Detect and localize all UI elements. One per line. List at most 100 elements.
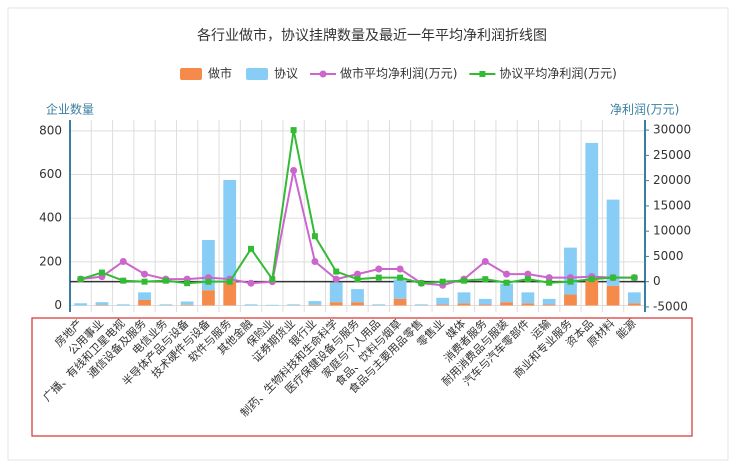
y2-tick-label: -5000	[653, 299, 688, 313]
bar	[479, 304, 492, 305]
bar	[223, 281, 236, 305]
bar	[607, 200, 620, 286]
y-axis-label: 企业数量	[46, 102, 94, 117]
bar	[585, 279, 598, 305]
bar	[521, 292, 534, 303]
legend-label: 做市平均净利润(万元)	[340, 66, 457, 81]
point	[333, 276, 340, 283]
bar	[181, 302, 194, 305]
point	[248, 280, 255, 287]
point	[290, 167, 297, 174]
bar	[543, 304, 556, 305]
point	[631, 275, 637, 281]
bar	[436, 298, 449, 305]
bar	[266, 305, 279, 306]
point	[375, 266, 382, 273]
point	[525, 276, 531, 282]
y2-tick-label: 15000	[653, 198, 691, 212]
bar	[628, 292, 641, 303]
bar	[372, 304, 385, 305]
legend-swatch	[479, 71, 485, 77]
bar	[74, 303, 87, 305]
bar	[500, 284, 513, 303]
bar	[202, 290, 215, 305]
bar	[138, 292, 151, 300]
y-tick-label: 400	[39, 211, 62, 225]
bar	[96, 302, 109, 305]
point	[227, 279, 233, 285]
bar	[245, 304, 258, 305]
point	[78, 276, 84, 282]
bar	[415, 304, 428, 305]
bar	[607, 286, 620, 306]
bar	[543, 299, 556, 304]
point	[333, 269, 339, 275]
point	[589, 276, 595, 282]
bar	[330, 302, 343, 305]
point	[312, 233, 318, 239]
point	[163, 278, 169, 284]
point	[248, 246, 254, 252]
y2-tick-label: 10000	[653, 224, 691, 238]
bar	[394, 279, 407, 299]
y2-tick-label: 30000	[653, 123, 691, 137]
point	[184, 280, 190, 286]
y-tick-label: 600	[39, 167, 62, 181]
y2-axis-label: 净利润(万元)	[610, 103, 679, 117]
bar	[223, 180, 236, 281]
bar	[117, 304, 130, 305]
point	[376, 275, 382, 281]
point	[482, 258, 489, 265]
bar	[330, 283, 343, 303]
y2-tick-label: 25000	[653, 148, 691, 162]
point	[355, 276, 361, 282]
bar	[585, 143, 598, 279]
legend-swatch	[246, 68, 268, 80]
point	[99, 270, 105, 276]
legend-label: 做市	[208, 66, 232, 81]
chart-title: 各行业做市，协议挂牌数量及最近一年平均净利润折线图	[197, 27, 547, 44]
point	[610, 275, 616, 281]
bar	[564, 248, 577, 295]
point	[504, 280, 510, 286]
point	[546, 280, 552, 286]
point	[142, 279, 148, 285]
legend-label: 协议平均净利润(万元)	[499, 66, 616, 81]
point	[397, 266, 404, 273]
bar	[287, 304, 300, 305]
bar	[309, 301, 322, 305]
point	[482, 276, 488, 282]
y-tick-label: 0	[54, 298, 62, 312]
point	[120, 278, 126, 284]
bar	[351, 302, 364, 305]
legend-swatch	[180, 68, 202, 80]
y2-tick-label: 20000	[653, 173, 691, 187]
y2-tick-label: 0	[653, 274, 661, 288]
bar	[628, 303, 641, 305]
point	[503, 271, 510, 278]
bar	[181, 305, 194, 306]
legend-swatch	[320, 71, 327, 78]
bar	[436, 304, 449, 305]
bar	[458, 292, 471, 303]
point	[205, 279, 211, 285]
line	[81, 130, 635, 283]
point	[311, 258, 318, 265]
bar	[564, 295, 577, 306]
point	[269, 276, 275, 282]
bar	[351, 289, 364, 302]
y-tick-label: 200	[39, 254, 62, 268]
point	[141, 271, 148, 278]
bar	[138, 300, 151, 305]
point	[418, 280, 424, 286]
bar	[159, 304, 172, 305]
x-tick-label: 能源	[613, 316, 638, 341]
point	[291, 127, 297, 133]
bar	[479, 299, 492, 304]
point	[440, 279, 446, 285]
y-tick-label: 800	[39, 123, 62, 137]
legend-label: 协议	[274, 66, 298, 81]
line	[81, 171, 635, 286]
point	[397, 275, 403, 281]
